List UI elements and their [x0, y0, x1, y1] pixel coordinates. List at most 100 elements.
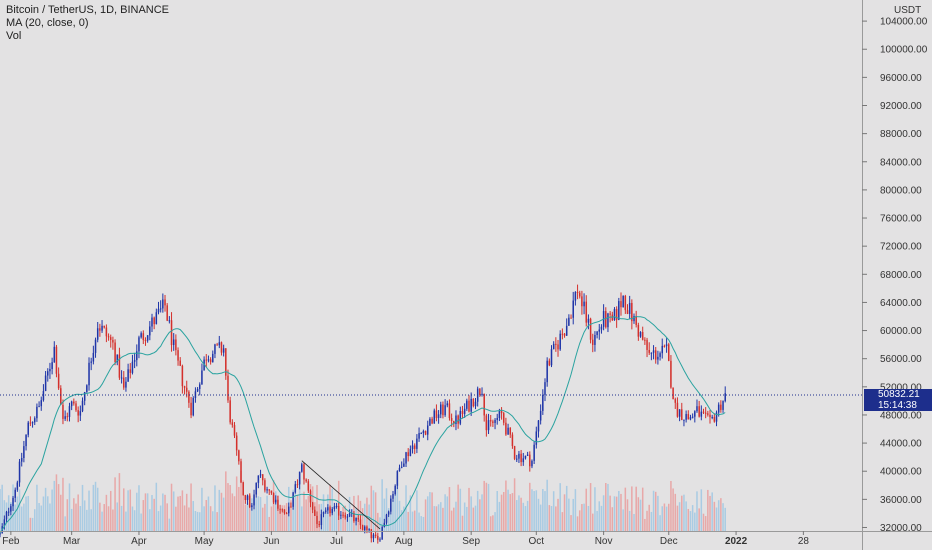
symbol-title[interactable]: Bitcoin / TetherUS, 1D, BINANCE	[6, 4, 170, 16]
trendline[interactable]	[301, 460, 381, 530]
volume-bar	[539, 504, 542, 531]
time-tick-label: Feb	[2, 536, 20, 547]
candle-body	[60, 388, 62, 405]
time-axis[interactable]: Feb Mar Apr May Jun Jul Aug Sep Oct Nov Dec 2022 28	[2, 531, 809, 547]
volume-bar	[112, 509, 114, 531]
candle-body	[667, 344, 670, 361]
volume-bar	[639, 499, 642, 531]
candle-body	[77, 410, 79, 416]
candle-body	[44, 375, 47, 392]
candle-body	[170, 320, 173, 346]
candle-body	[320, 514, 323, 526]
candle-body	[25, 434, 27, 447]
candle-body	[691, 416, 694, 418]
volume-bar	[233, 496, 236, 531]
volume-bar	[151, 495, 153, 531]
volume-bar	[231, 493, 234, 531]
candle-body	[140, 333, 142, 338]
candle-body	[507, 427, 509, 435]
candle-body	[483, 393, 485, 416]
candle-body	[377, 535, 379, 540]
volume-bar	[672, 488, 674, 531]
candle-body	[576, 291, 579, 293]
volume-bar	[253, 496, 255, 531]
ma-indicator-label[interactable]: MA (20, close, 0)	[6, 17, 89, 29]
candle-body	[342, 514, 344, 516]
candle-body	[422, 430, 425, 434]
volume-bar	[681, 495, 683, 531]
volume-bar	[207, 496, 210, 531]
volume-bar	[25, 496, 27, 531]
volume-bar	[466, 506, 468, 531]
volume-bar	[589, 483, 592, 531]
volume-bar	[179, 495, 181, 531]
candle-body	[457, 415, 459, 424]
volume-bar	[357, 495, 360, 531]
candle-body	[79, 411, 82, 416]
candle-body	[557, 344, 559, 350]
candle-body	[453, 420, 455, 425]
volume-bar	[10, 502, 12, 531]
candle-body	[123, 377, 125, 388]
candle-body	[181, 365, 184, 387]
candle-body	[225, 348, 227, 376]
volume-bar	[259, 497, 262, 531]
volume-bar	[557, 498, 559, 531]
volume-bar	[559, 483, 561, 531]
volume-bar	[229, 485, 231, 531]
volume-bar	[203, 506, 205, 531]
candle-body	[138, 337, 140, 352]
candle-body	[68, 406, 71, 417]
candle-body	[544, 382, 546, 395]
candle-body	[344, 514, 346, 518]
candle-body	[288, 506, 290, 514]
candle-body	[316, 515, 318, 524]
candle-body	[663, 345, 666, 347]
candle-body	[696, 406, 698, 412]
candle-body	[222, 348, 225, 353]
volume-indicator-label[interactable]: Vol	[6, 30, 22, 42]
volume-bar	[16, 496, 19, 531]
candle-body	[717, 404, 720, 413]
volume-bar	[190, 483, 192, 531]
volume-bar	[665, 506, 668, 531]
volume-bar	[1, 484, 3, 531]
candle-body	[94, 339, 97, 353]
volume-bar	[216, 512, 218, 531]
candle-body	[374, 534, 377, 536]
candle-body	[400, 466, 403, 468]
volume-bar	[123, 488, 125, 531]
price-axis[interactable]: 104000.00 100000.00 96000.00 92000.00 88000.…	[862, 17, 928, 534]
volume-bar	[546, 479, 548, 531]
candle-body	[149, 326, 151, 336]
candle-body	[500, 411, 503, 414]
volume-bar	[509, 494, 512, 531]
candle-body	[674, 399, 677, 403]
candle-body	[103, 325, 105, 328]
volume-bar	[103, 504, 105, 531]
volume-bar	[79, 506, 82, 531]
candle-body	[29, 422, 32, 424]
volume-bar	[626, 499, 629, 531]
volume-bar	[370, 485, 373, 531]
candle-body	[136, 351, 138, 361]
candle-body	[598, 329, 601, 332]
time-tick-label: Sep	[462, 536, 480, 547]
volume-bar	[196, 511, 199, 531]
volume-bar	[264, 503, 266, 531]
volume-bar	[335, 504, 338, 531]
volume-bar	[64, 516, 66, 531]
candle-body	[368, 529, 370, 531]
volume-bar	[565, 485, 568, 531]
volume-bar	[75, 503, 77, 531]
volume-bar	[398, 500, 401, 531]
volume-bar	[631, 486, 633, 531]
volume-bar	[244, 504, 247, 531]
candle-body	[435, 410, 438, 419]
candle-body	[279, 508, 281, 510]
volume-bar	[576, 516, 579, 531]
candle-body	[329, 507, 331, 514]
candle-body	[520, 453, 522, 463]
volume-bar	[687, 508, 690, 531]
